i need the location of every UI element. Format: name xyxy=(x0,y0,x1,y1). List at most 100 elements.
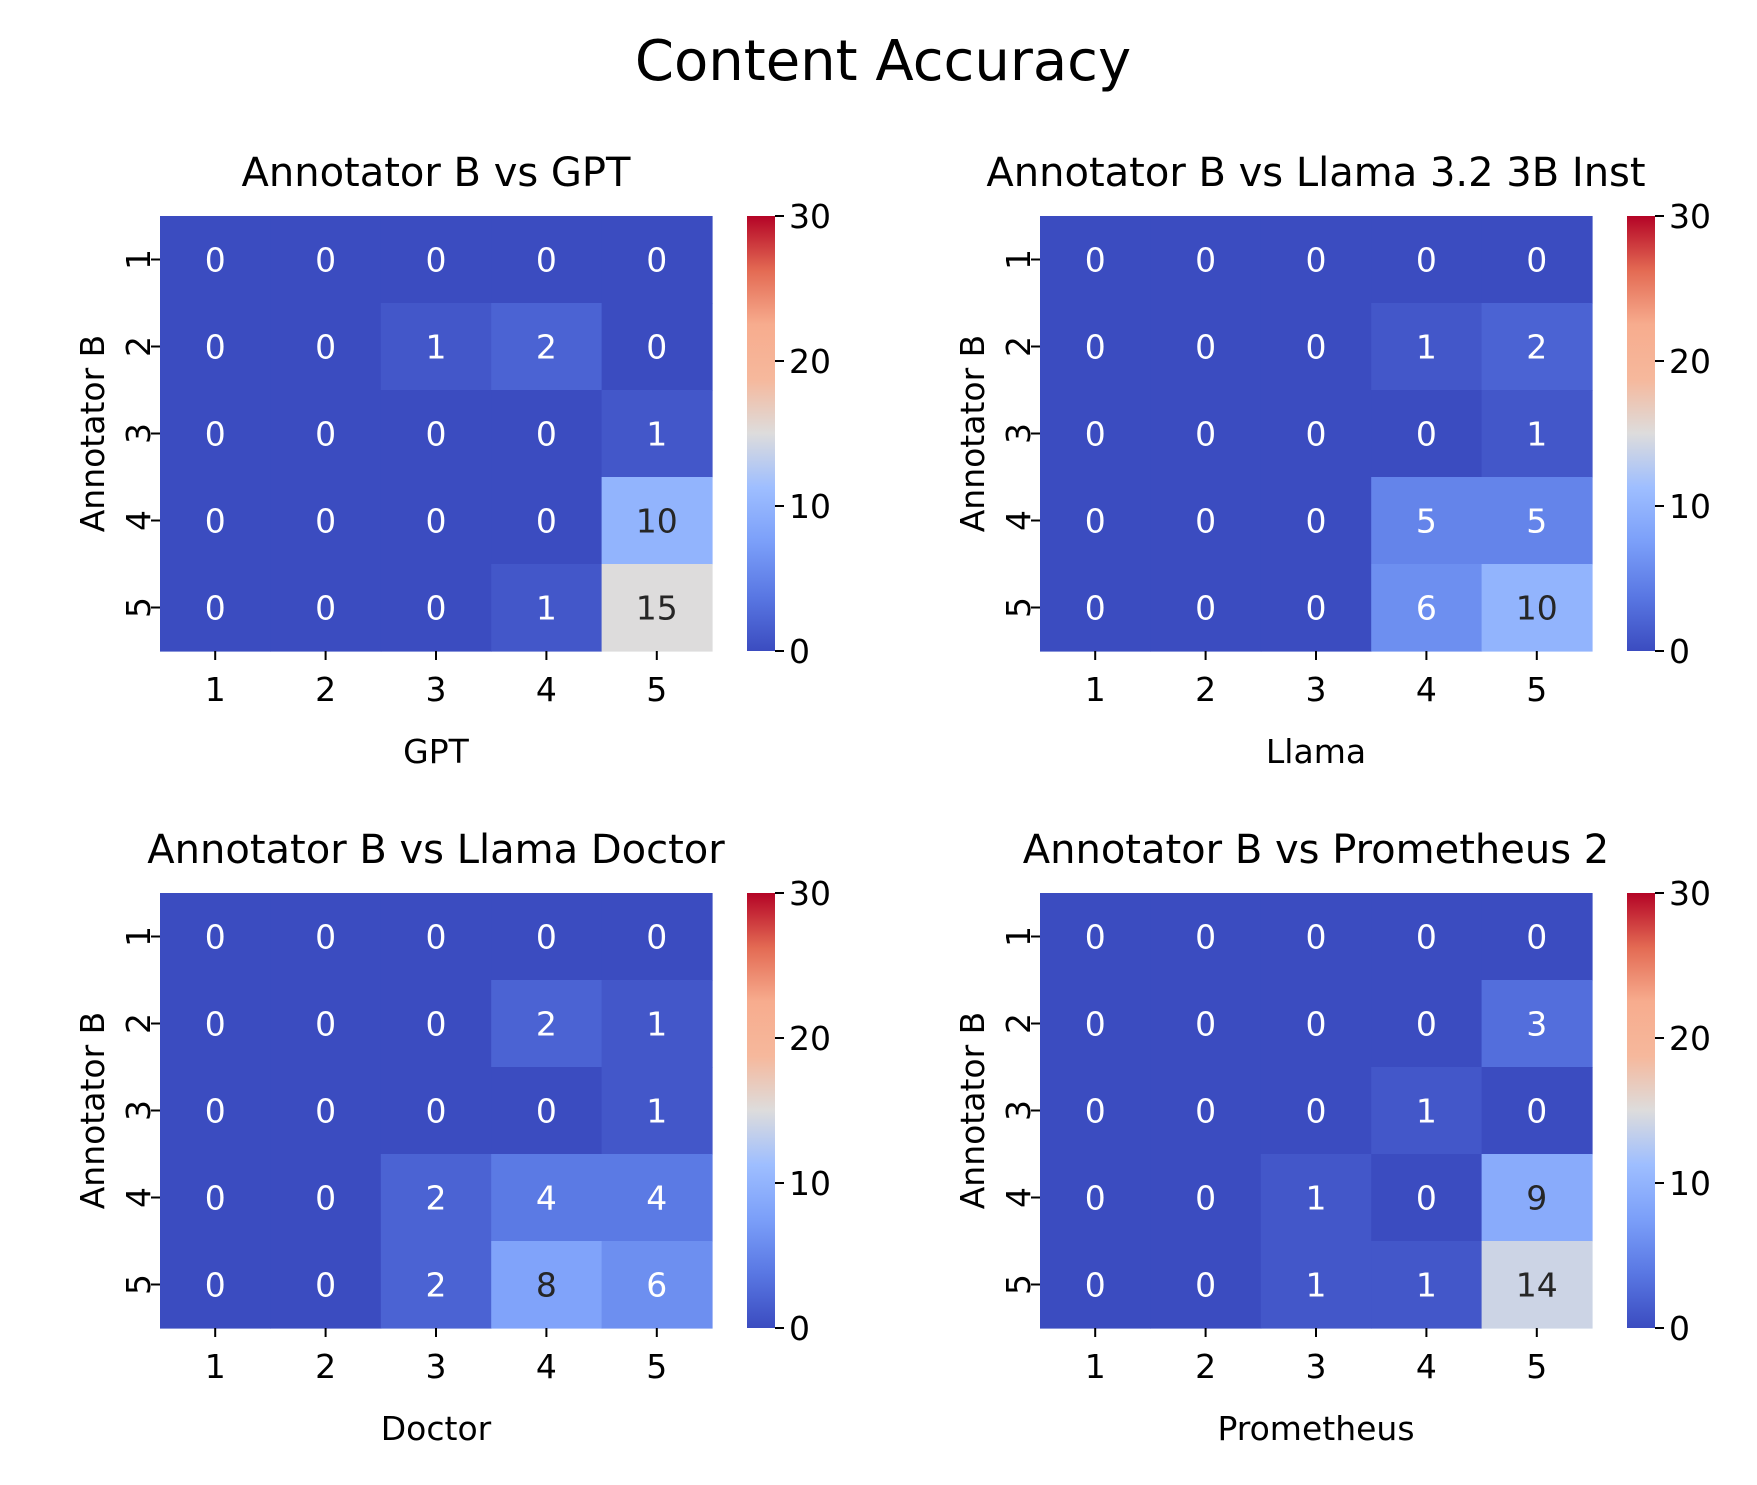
heatmap-cell xyxy=(270,1067,382,1155)
panel-title: Annotator B vs Llama Doctor xyxy=(147,827,725,873)
cell-value-label: 0 xyxy=(1085,1266,1106,1305)
heatmap-cell xyxy=(1150,564,1262,652)
cell-value-label: 0 xyxy=(315,589,336,628)
cell-value-label: 0 xyxy=(1195,1266,1216,1305)
colorbar-tick-label: 0 xyxy=(789,632,810,671)
x-tick-label: 2 xyxy=(1195,1347,1216,1386)
heatmap-cell xyxy=(160,303,271,391)
cell-value-label: 10 xyxy=(636,502,678,541)
cell-value-label: 0 xyxy=(1416,1179,1437,1218)
y-axis-label: Annotator B xyxy=(953,1012,992,1210)
heatmap-cell xyxy=(1260,1067,1372,1155)
cell-value-label: 0 xyxy=(1085,328,1106,367)
cell-value-label: 0 xyxy=(205,918,226,957)
heatmap-cell xyxy=(1371,390,1483,478)
cell-value-label: 0 xyxy=(646,918,667,957)
heatmap-cell xyxy=(491,893,603,981)
heatmap-cell xyxy=(380,1067,492,1155)
colorbar-tick-label: 20 xyxy=(1669,342,1711,381)
cell-value-label: 0 xyxy=(1306,415,1327,454)
cell-value-label: 6 xyxy=(1416,589,1437,628)
heatmap-cell xyxy=(601,564,713,652)
colorbar xyxy=(747,893,775,1328)
y-tick-label: 4 xyxy=(999,1187,1038,1208)
heatmap-cell xyxy=(1150,1241,1262,1329)
cell-value-label: 0 xyxy=(315,241,336,280)
cell-value-label: 0 xyxy=(1195,328,1216,367)
colorbar-tick-label: 10 xyxy=(789,1164,831,1203)
cell-value-label: 6 xyxy=(646,1266,667,1305)
x-axis-label: Doctor xyxy=(381,1409,492,1448)
cell-value-label: 0 xyxy=(315,415,336,454)
cell-value-label: 9 xyxy=(1526,1179,1547,1218)
x-tick-label: 3 xyxy=(1306,1347,1327,1386)
heatmap-cell xyxy=(270,893,382,981)
heatmap-cell xyxy=(491,980,603,1068)
x-tick-label: 4 xyxy=(1416,1347,1437,1386)
heatmap-cell xyxy=(491,303,603,391)
cell-value-label: 0 xyxy=(1306,241,1327,280)
y-tick-label: 4 xyxy=(119,510,158,531)
heatmap-cell xyxy=(1260,390,1372,478)
cell-value-label: 2 xyxy=(1526,328,1547,367)
cell-value-label: 1 xyxy=(1416,328,1437,367)
heatmap-cell xyxy=(601,390,713,478)
colorbar-tick-label: 20 xyxy=(1669,1019,1711,1058)
cell-value-label: 0 xyxy=(1085,1005,1106,1044)
cell-value-label: 2 xyxy=(536,1005,557,1044)
cell-value-label: 0 xyxy=(205,1266,226,1305)
x-tick-label: 3 xyxy=(1306,670,1327,709)
y-tick-label: 3 xyxy=(119,1100,158,1121)
y-tick-label: 1 xyxy=(999,249,1038,270)
heatmap-cell xyxy=(1150,303,1262,391)
cell-value-label: 0 xyxy=(1416,241,1437,280)
x-tick-label: 4 xyxy=(536,670,557,709)
colorbar-tick-label: 30 xyxy=(1669,197,1711,236)
colorbar xyxy=(1627,216,1655,651)
cell-value-label: 1 xyxy=(1416,1266,1437,1305)
heatmap-cell xyxy=(601,303,713,391)
cell-value-label: 0 xyxy=(1416,1005,1437,1044)
heatmap-cell xyxy=(1481,1154,1593,1242)
cell-value-label: 0 xyxy=(646,328,667,367)
heatmap-panel: Annotator B vs Prometheus 20 0 0 0 00 0 0 0 30 0 0… xyxy=(953,827,1711,1448)
heatmap-cell xyxy=(380,1241,492,1329)
x-axis-label: Llama xyxy=(1266,732,1366,771)
heatmap-cell xyxy=(1371,564,1483,652)
cell-value-label: 0 xyxy=(536,918,557,957)
heatmap-cell xyxy=(1040,564,1151,652)
cell-value-label: 1 xyxy=(646,1092,667,1131)
cell-value-label: 0 xyxy=(315,918,336,957)
heatmap-cell xyxy=(1150,390,1262,478)
heatmap-cell xyxy=(1260,303,1372,391)
cell-value-label: 0 xyxy=(426,241,447,280)
y-tick-label: 1 xyxy=(119,249,158,270)
x-axis-label: Prometheus xyxy=(1217,1409,1414,1448)
heatmap-cell xyxy=(1371,1241,1483,1329)
cell-value-label: 0 xyxy=(1195,918,1216,957)
cell-value-label: 0 xyxy=(315,1179,336,1218)
heatmap-cell xyxy=(270,980,382,1068)
heatmap-cell xyxy=(1260,1241,1372,1329)
cell-value-label: 0 xyxy=(1526,1092,1547,1131)
colorbar-tick-label: 30 xyxy=(789,874,831,913)
y-tick-label: 3 xyxy=(119,423,158,444)
cell-value-label: 0 xyxy=(426,415,447,454)
x-tick-label: 2 xyxy=(315,670,336,709)
heatmap-cell xyxy=(1260,216,1372,304)
heatmap-cell xyxy=(1040,980,1151,1068)
cell-value-label: 0 xyxy=(315,1005,336,1044)
colorbar-tick-label: 10 xyxy=(789,487,831,526)
heatmap-cell xyxy=(1481,1067,1593,1155)
heatmap-cell xyxy=(491,216,603,304)
y-tick-label: 2 xyxy=(119,336,158,357)
cell-value-label: 0 xyxy=(1526,241,1547,280)
y-axis-label: Annotator B xyxy=(73,335,112,533)
figure-title: Content Accuracy xyxy=(635,29,1131,94)
cell-value-label: 0 xyxy=(1195,415,1216,454)
cell-value-label: 0 xyxy=(1195,1092,1216,1131)
y-tick-label: 5 xyxy=(999,597,1038,618)
heatmap-cell xyxy=(1260,893,1372,981)
